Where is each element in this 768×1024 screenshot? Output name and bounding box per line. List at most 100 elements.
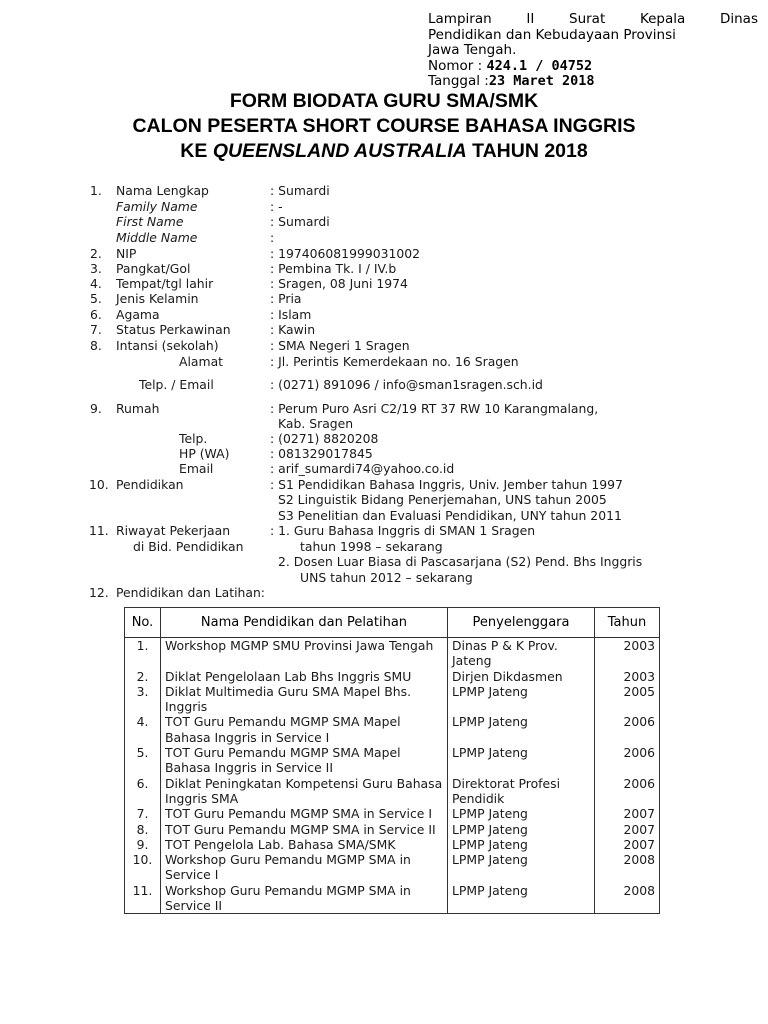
table-row: 10. Workshop Guru Pemandu MGMP SMA in Ser… xyxy=(124,852,660,883)
cell-year: 2003 xyxy=(594,668,660,684)
attachment-line-1: Lampiran II Surat Kepala Dinas xyxy=(428,11,758,28)
tanggal-value: 23 Maret 2018 xyxy=(488,73,595,89)
cell-year: 2006 xyxy=(594,714,660,746)
cell-no: 10. xyxy=(124,852,161,883)
field-label: Riwayat Pekerjaan xyxy=(116,523,231,538)
table-row: 5. TOT Guru Pemandu MGMP SMA Mapel Bahasa… xyxy=(124,745,660,776)
field-label: Email xyxy=(179,461,214,476)
cell-year: 2007 xyxy=(594,836,660,853)
field-value: : xyxy=(270,230,275,245)
table-row: 4. TOT Guru Pemandu MGMP SMA Mapel Bahasa… xyxy=(124,714,660,746)
field-number: 5. xyxy=(90,291,102,306)
field-value: : (0271) 8820208 xyxy=(270,431,379,446)
field-label: Middle Name xyxy=(116,230,198,245)
cell-year: 2006 xyxy=(594,745,660,776)
table-row: 8. TOT Guru Pemandu MGMP SMA in Service I… xyxy=(124,821,660,837)
field-label: First Name xyxy=(116,214,184,229)
field-value: : arif_sumardi74@yahoo.co.id xyxy=(270,461,455,476)
field-label: di Bid. Pendidikan xyxy=(133,539,244,554)
table-row: 1. Workshop MGMP SMU Provinsi Jawa Tengah… xyxy=(124,637,660,669)
cell-no: 11. xyxy=(124,882,161,915)
cell-year: 2007 xyxy=(594,806,660,822)
cell-year: 2005 xyxy=(594,683,660,715)
tanggal-line: Tanggal :23 Maret 2018 xyxy=(428,73,758,90)
word: Lampiran xyxy=(428,11,492,27)
field-value: : - xyxy=(270,199,283,214)
field-label: Status Perkawinan xyxy=(116,322,231,337)
cell-no: 2. xyxy=(124,668,161,684)
tanggal-label: Tanggal : xyxy=(428,73,489,89)
cell-name: TOT Guru Pemandu MGMP SMA in Service I xyxy=(160,806,448,822)
field-number: 10. xyxy=(89,477,109,492)
field-number: 6. xyxy=(90,307,102,322)
field-number: 8. xyxy=(90,338,102,353)
cell-organizer: Direktorat Profesi Pendidik xyxy=(447,775,595,807)
cell-name: TOT Pengelola Lab. Bahasa SMA/SMK xyxy=(160,836,448,853)
nomor-label: Nomor : xyxy=(428,57,483,74)
field-number: 2. xyxy=(90,246,102,261)
cell-name: TOT Guru Pemandu MGMP SMA Mapel Bahasa I… xyxy=(160,745,448,776)
attachment-note: Lampiran II Surat Kepala Dinas Pendidika… xyxy=(428,11,758,90)
table-row: 3. Diklat Multimedia Guru SMA Mapel Bhs. … xyxy=(124,683,660,715)
cell-organizer: LPMP Jateng xyxy=(447,821,595,837)
title-line-3: KE QUEENSLAND AUSTRALIA TAHUN 2018 xyxy=(0,140,768,163)
cell-name: TOT Guru Pemandu MGMP SMA in Service II xyxy=(160,821,448,837)
field-number: 3. xyxy=(90,261,102,276)
title-line-2: CALON PESERTA SHORT COURSE BAHASA INGGRI… xyxy=(132,115,636,137)
title-line-1: FORM BIODATA GURU SMA/SMK xyxy=(229,90,539,112)
cell-no: 4. xyxy=(124,714,161,746)
field-value: : Sragen, 08 Juni 1974 xyxy=(270,276,408,291)
field-label: Nama Lengkap xyxy=(116,183,209,198)
cell-no: 6. xyxy=(124,775,161,807)
field-number: 11. xyxy=(89,523,109,538)
field-label: Family Name xyxy=(116,199,198,214)
field-label: Agama xyxy=(116,307,160,322)
table-row: 9. TOT Pengelola Lab. Bahasa SMA/SMK LPMP … xyxy=(124,836,660,853)
cell-year: 2003 xyxy=(594,637,660,669)
nomor-line: Nomor : 424.1 / 04752 xyxy=(428,57,758,75)
cell-name: TOT Guru Pemandu MGMP SMA Mapel Bahasa I… xyxy=(160,714,448,746)
field-value: : SMA Negeri 1 Sragen xyxy=(270,338,410,353)
field-value: S3 Penelitian dan Evaluasi Pendidikan, U… xyxy=(278,508,622,523)
field-value: : 1. Guru Bahasa Inggris di SMAN 1 Srage… xyxy=(270,523,536,538)
cell-name: Diklat Peningkatan Kompetensi Guru Bahas… xyxy=(160,775,448,807)
field-value: : Perum Puro Asri C2/19 RT 37 RW 10 Kara… xyxy=(270,401,599,416)
field-label: Pendidikan dan Latihan: xyxy=(116,585,265,600)
title-suffix: TAHUN 2018 xyxy=(472,140,588,162)
table-row: 7. TOT Guru Pemandu MGMP SMA in Service I… xyxy=(124,806,660,822)
word: Surat xyxy=(569,11,606,27)
col-organizer: Penyelenggara xyxy=(447,607,595,638)
cell-no: 7. xyxy=(124,806,161,822)
nomor-value: 424.1 / 04752 xyxy=(486,57,593,74)
field-value: Kab. Sragen xyxy=(278,416,354,431)
field-label: Jenis Kelamin xyxy=(116,291,199,306)
field-label: Telp. / Email xyxy=(139,377,214,392)
field-value: UNS tahun 2012 – sekarang xyxy=(300,570,473,585)
field-value: : Sumardi xyxy=(270,214,330,229)
cell-name: Workshop MGMP SMU Provinsi Jawa Tengah xyxy=(160,637,448,669)
field-value: : 081329017845 xyxy=(270,446,373,461)
field-value: tahun 1998 – sekarang xyxy=(300,539,443,554)
cell-no: 3. xyxy=(124,683,161,715)
cell-organizer: LPMP Jateng xyxy=(447,745,595,776)
col-name: Nama Pendidikan dan Pelatihan xyxy=(160,607,448,638)
table-row: 11. Workshop Guru Pemandu MGMP SMA in Ser… xyxy=(124,882,660,915)
col-year: Tahun xyxy=(594,607,660,638)
field-value: : Sumardi xyxy=(270,183,330,198)
cell-organizer: LPMP Jateng xyxy=(447,852,595,883)
field-value: : Pria xyxy=(270,291,302,306)
field-value: : Kawin xyxy=(270,322,316,337)
field-value: : (0271) 891096 / info@sman1sragen.sch.i… xyxy=(270,377,543,392)
cell-no: 1. xyxy=(124,637,161,669)
attachment-line-2: Pendidikan dan Kebudayaan Provinsi xyxy=(428,26,676,43)
word: Kepala xyxy=(639,11,686,27)
title-prefix: KE xyxy=(180,140,208,162)
field-label: Pangkat/Gol xyxy=(116,261,191,276)
table-row: 6. Diklat Peningkatan Kompetensi Guru Bah… xyxy=(124,775,660,807)
field-value: : 197406081999031002 xyxy=(270,246,421,261)
table-header-row: No. Nama Pendidikan dan Pelatihan Penyel… xyxy=(124,607,660,638)
cell-organizer: LPMP Jateng xyxy=(447,836,595,853)
cell-year: 2007 xyxy=(594,821,660,837)
cell-name: Workshop Guru Pemandu MGMP SMA in Servic… xyxy=(160,882,448,915)
